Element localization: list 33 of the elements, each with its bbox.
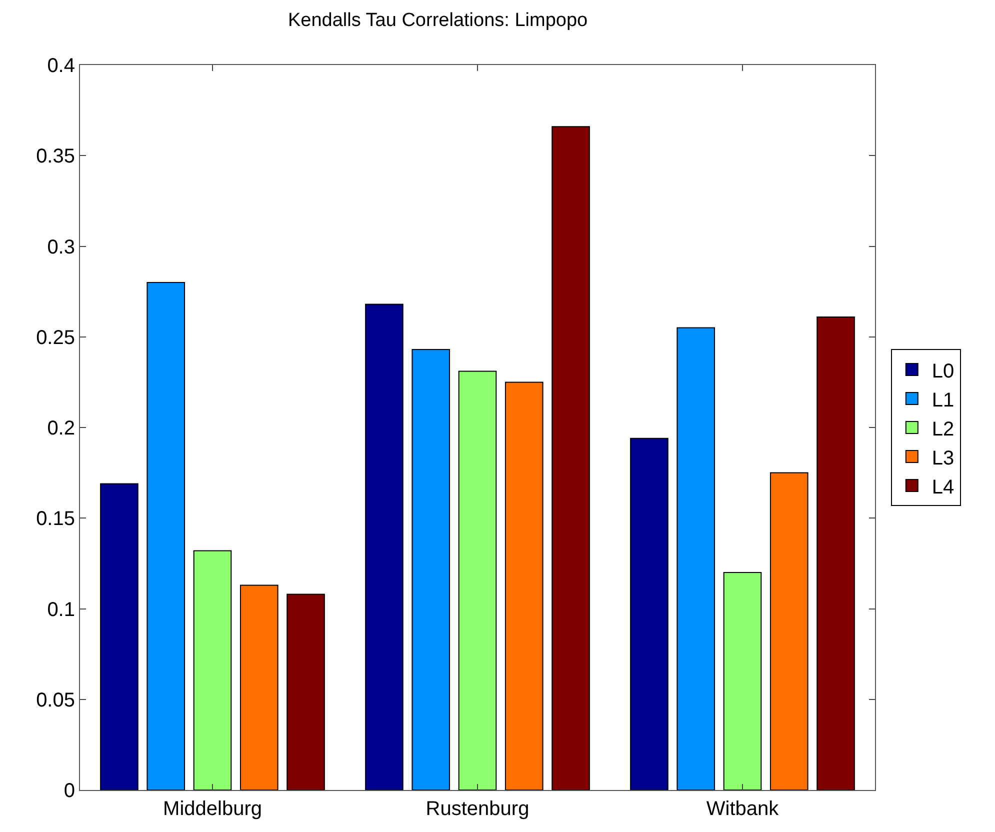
y-tick-label: 0.1: [47, 598, 75, 621]
bar: [412, 349, 450, 790]
bar: [286, 594, 325, 790]
bar: [770, 472, 808, 790]
bar: [146, 282, 186, 790]
y-tick-label: 0: [64, 780, 75, 802]
bar: [630, 438, 668, 790]
bar: [816, 316, 855, 790]
bar: [552, 126, 590, 790]
y-tick-label: 0.3: [47, 236, 75, 258]
x-tick-label: Middelburg: [163, 798, 262, 820]
bar: [458, 370, 497, 790]
y-tick-label: 0.4: [47, 55, 75, 77]
y-tick-label: 0.15: [36, 508, 75, 530]
y-tick-label: 0.05: [36, 689, 75, 712]
bar: [723, 572, 762, 790]
bar: [240, 584, 278, 790]
x-tick-label: Witbank: [706, 798, 780, 820]
bar: [504, 382, 544, 790]
legend-label: L2: [932, 418, 954, 440]
legend-label: L3: [932, 447, 954, 470]
y-tick-label: 0.25: [36, 326, 75, 349]
legend-label: L1: [932, 389, 954, 412]
legend-label: L0: [932, 360, 954, 382]
y-tick-label: 0.35: [36, 146, 75, 168]
chart-title: Kendalls Tau Correlations: Limpopo: [288, 10, 588, 31]
y-tick-label: 0.2: [47, 418, 75, 440]
bar: [676, 327, 716, 790]
bar: [365, 304, 404, 790]
x-tick-label: Rustenburg: [426, 798, 530, 820]
legend-label: L4: [932, 476, 954, 498]
bar: [193, 550, 232, 790]
bar: [100, 483, 138, 790]
